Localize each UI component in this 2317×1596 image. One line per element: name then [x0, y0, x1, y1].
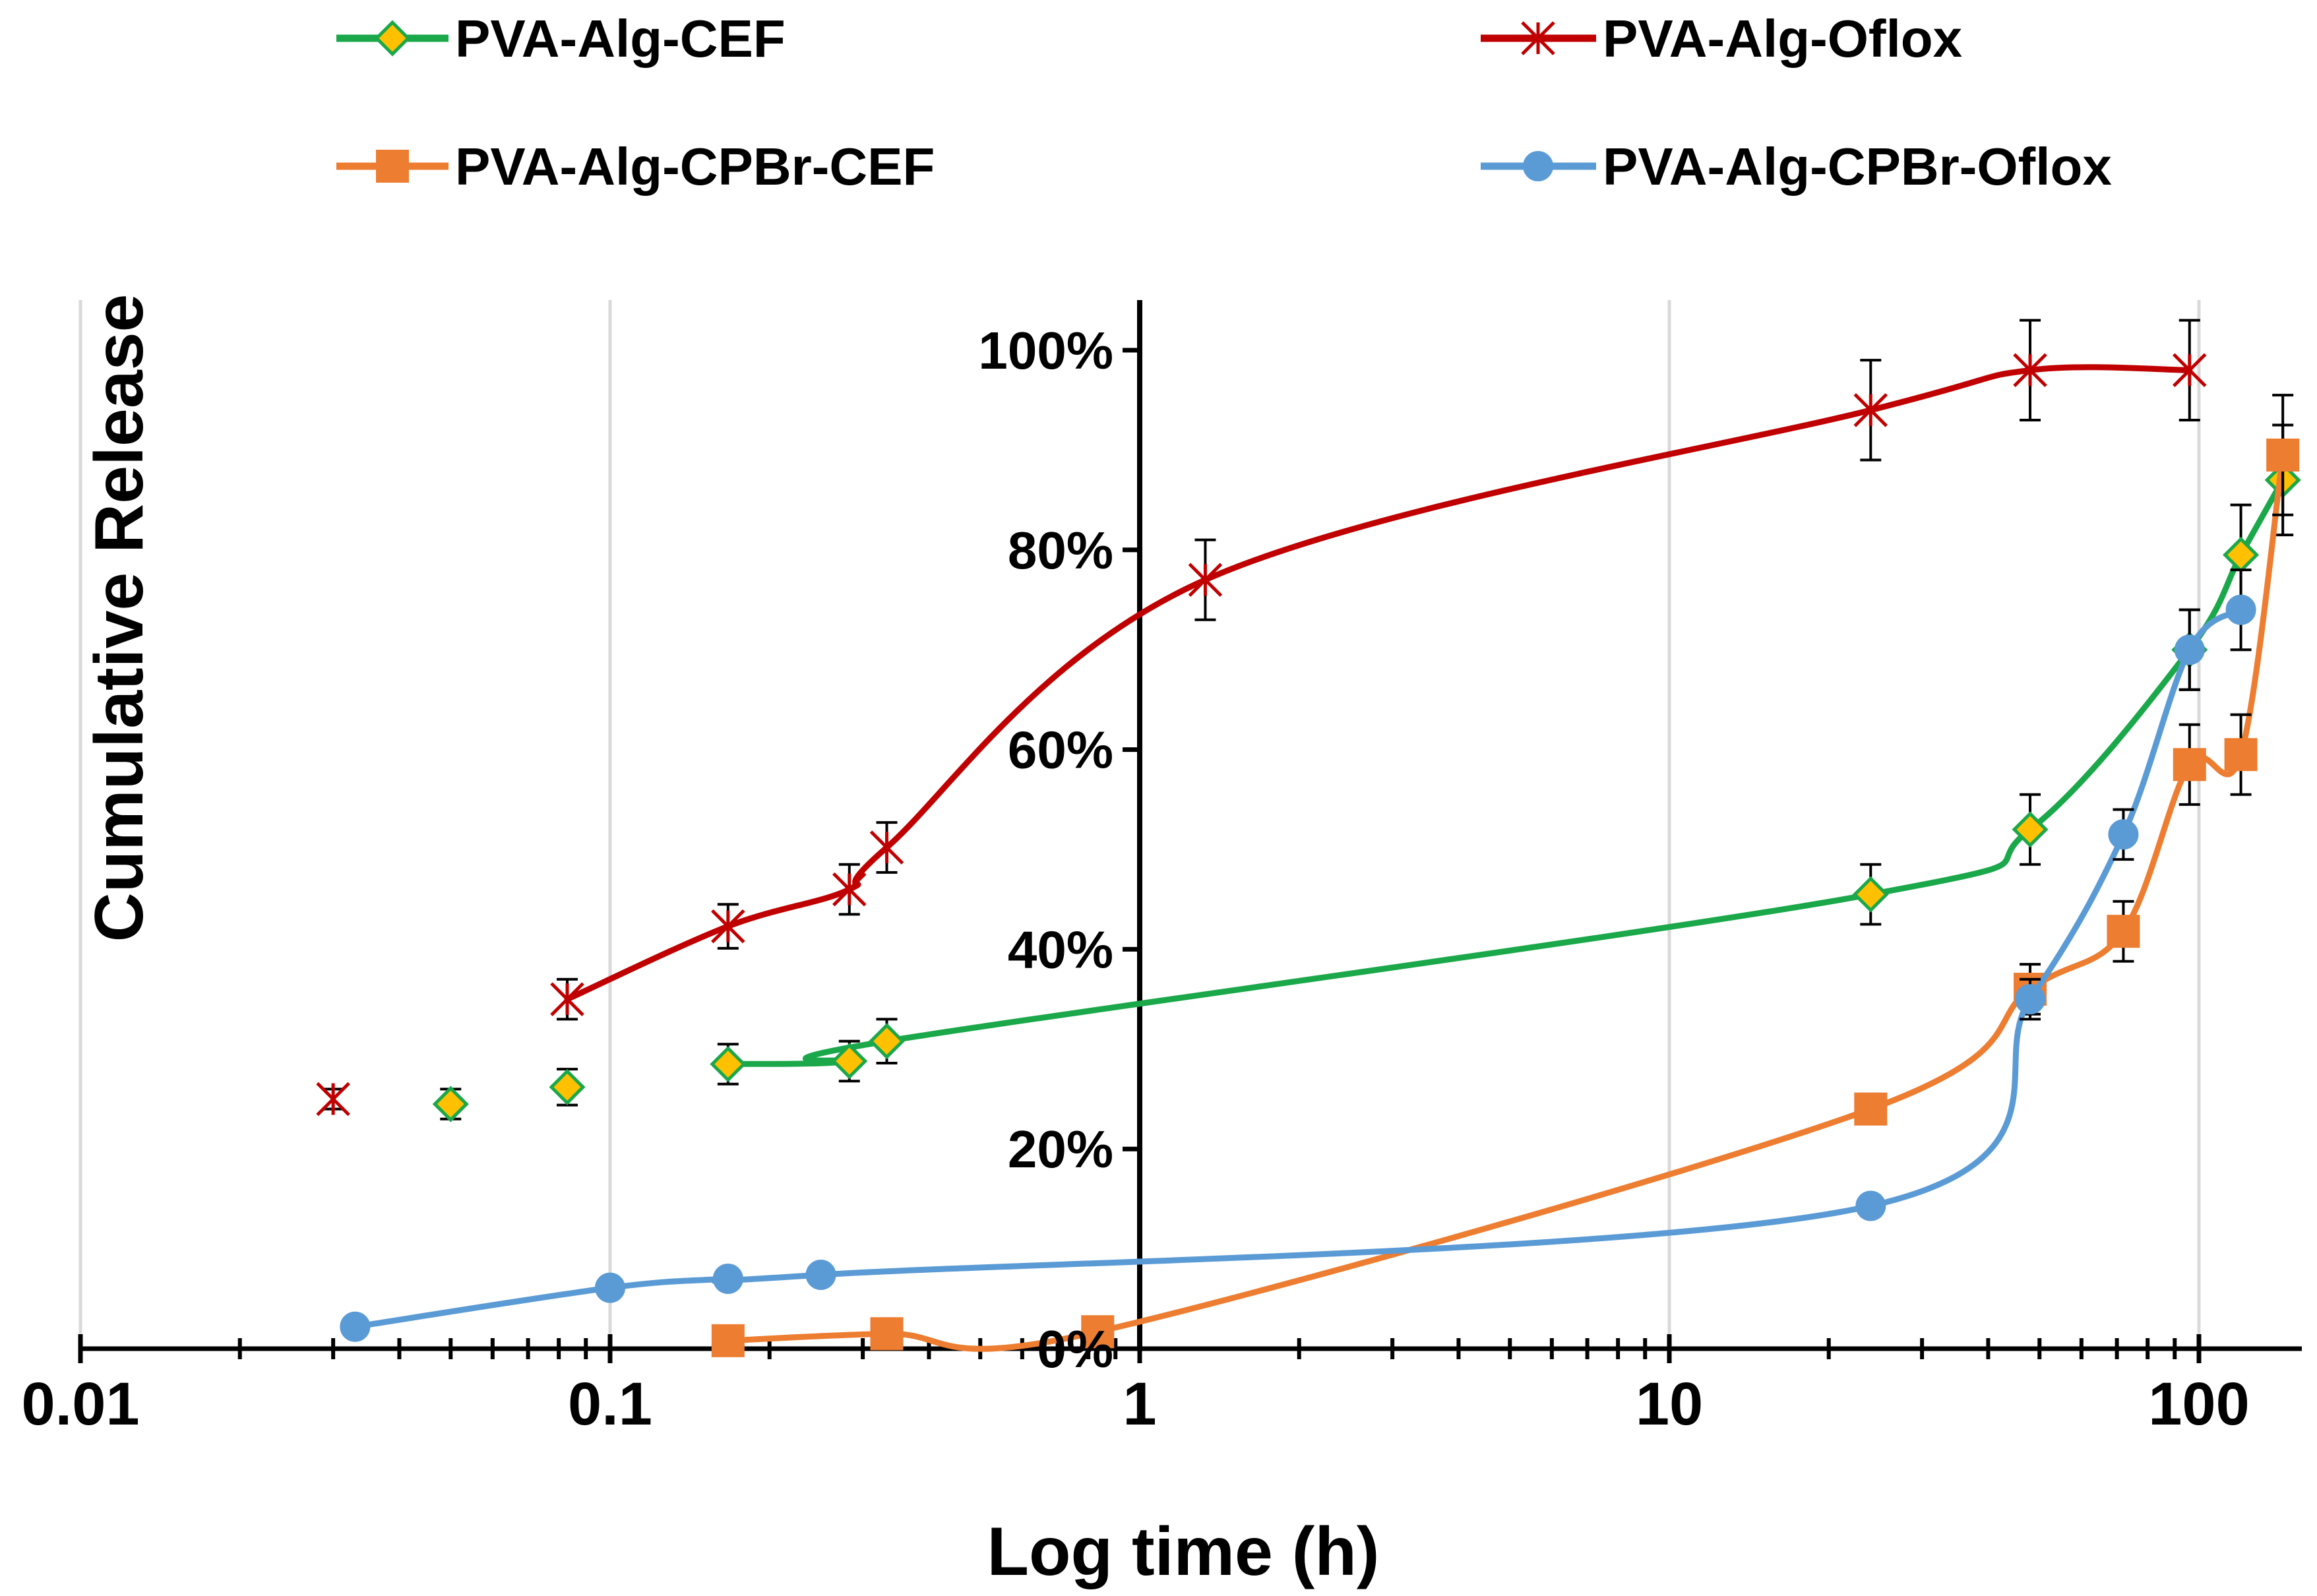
- data-point-pva-alg-cpbr-oflox: [1855, 1190, 1886, 1221]
- legend-marker-pva-alg-cpbr-cef: [376, 150, 409, 183]
- data-point-pva-alg-oflox: [316, 1082, 350, 1117]
- data-point-pva-alg-cef: [710, 1045, 747, 1083]
- data-point-pva-alg-oflox: [832, 872, 867, 907]
- legend-label-pva-alg-oflox: PVA-Alg-Oflox: [1603, 9, 1962, 68]
- legend-label-pva-alg-cef: PVA-Alg-CEF: [455, 9, 786, 68]
- y-tick-label-80: 80%: [1008, 521, 1113, 580]
- data-point-pva-alg-oflox: [711, 909, 745, 944]
- legend-marker-symbol: [374, 20, 411, 57]
- data-point-pva-alg-cpbr-oflox: [2174, 634, 2205, 665]
- grid-lines: [78, 300, 2201, 1349]
- y-tick-label-60: 60%: [1008, 721, 1113, 780]
- data-point-pva-alg-cpbr-oflox: [340, 1311, 371, 1342]
- tick-labels: 0.01 0.1 1 10 100 0% 20% 40% 60% 80% 100%: [21, 321, 2249, 1438]
- legend-label-pva-alg-cpbr-cef: PVA-Alg-CPBr-CEF: [455, 137, 935, 196]
- y-tick-label-40: 40%: [1008, 920, 1113, 979]
- legend-label-pva-alg-cpbr-oflox: PVA-Alg-CPBr-Oflox: [1603, 137, 2112, 196]
- x-tick-label-100: 100: [2148, 1370, 2250, 1438]
- series-pva-alg-cpbr-cef: [711, 394, 2300, 1357]
- series-pva-alg-cef: [432, 423, 2301, 1122]
- axes: [78, 300, 2302, 1363]
- series-layer: [316, 319, 2301, 1357]
- data-point-pva-alg-cef: [831, 1043, 868, 1080]
- series-pva-alg-oflox: [316, 319, 2207, 1117]
- data-point-pva-alg-cef: [2223, 536, 2260, 573]
- data-point-pva-alg-cpbr-cef: [870, 1317, 904, 1351]
- data-point-pva-alg-cpbr-cef: [2224, 738, 2258, 772]
- legend: PVA-Alg-CEF PVA-Alg-Oflox PVA-Alg-CPBr-C…: [336, 9, 2112, 196]
- legend-marker-symbol: [1523, 151, 1553, 181]
- legend-item-pva-alg-cpbr-cef: PVA-Alg-CPBr-CEF: [336, 137, 935, 196]
- x-tick-label-1: 1: [1123, 1370, 1156, 1438]
- legend-item-pva-alg-cpbr-oflox: PVA-Alg-CPBr-Oflox: [1481, 137, 2112, 196]
- data-point-pva-alg-cef: [868, 1023, 906, 1060]
- data-point-pva-alg-cpbr-cef: [1081, 1315, 1115, 1349]
- data-point-pva-alg-oflox: [869, 830, 904, 865]
- series-line-pva-alg-oflox: [564, 364, 2193, 1002]
- data-point-pva-alg-oflox: [1853, 393, 1888, 427]
- legend-marker-symbol: [376, 150, 409, 183]
- y-axis-title: Cumulative Release: [81, 294, 158, 942]
- legend-marker-pva-alg-oflox: [1521, 21, 1555, 55]
- data-point-pva-alg-cpbr-oflox: [595, 1272, 625, 1303]
- x-axis-title: Log time (h): [987, 1514, 1379, 1590]
- data-point-pva-alg-cpbr-cef: [1854, 1092, 1888, 1126]
- series-line-pva-alg-cpbr-cef: [725, 452, 2286, 1352]
- data-point-pva-alg-cef: [549, 1068, 586, 1105]
- legend-item-pva-alg-oflox: PVA-Alg-Oflox: [1481, 9, 1962, 68]
- data-point-pva-alg-cpbr-oflox: [712, 1264, 743, 1295]
- data-point-pva-alg-cpbr-oflox: [2108, 819, 2139, 850]
- data-point-pva-alg-cpbr-cef: [2266, 438, 2300, 472]
- data-point-pva-alg-oflox: [1188, 563, 1223, 597]
- data-point-pva-alg-cpbr-oflox: [2015, 984, 2046, 1015]
- data-point-pva-alg-cpbr-cef: [2173, 748, 2206, 782]
- legend-marker-pva-alg-cpbr-oflox: [1523, 151, 1553, 181]
- series-pva-alg-cpbr-oflox: [340, 568, 2256, 1342]
- data-point-pva-alg-cpbr-oflox: [805, 1259, 836, 1290]
- legend-marker-pva-alg-cef: [374, 20, 411, 57]
- data-point-pva-alg-cpbr-cef: [711, 1324, 745, 1357]
- legend-marker-symbol: [1521, 21, 1555, 55]
- x-tick-label-0-1: 0.1: [568, 1370, 652, 1438]
- data-point-pva-alg-oflox: [2172, 353, 2207, 388]
- data-point-pva-alg-cef: [1852, 876, 1889, 913]
- data-point-pva-alg-cef: [2012, 811, 2049, 848]
- data-point-pva-alg-oflox: [2013, 353, 2047, 388]
- y-tick-label-100: 100%: [978, 321, 1113, 380]
- data-point-pva-alg-cpbr-cef: [2107, 915, 2140, 948]
- data-point-pva-alg-cef: [432, 1086, 469, 1122]
- data-point-pva-alg-oflox: [550, 982, 584, 1016]
- legend-item-pva-alg-cef: PVA-Alg-CEF: [336, 9, 786, 68]
- data-point-pva-alg-cpbr-oflox: [2225, 594, 2256, 625]
- x-tick-label-0-01: 0.01: [21, 1370, 139, 1438]
- x-tick-label-10: 10: [1636, 1370, 1703, 1438]
- y-tick-label-20: 20%: [1008, 1120, 1113, 1179]
- y-tick-label-0: 0%: [1037, 1320, 1113, 1378]
